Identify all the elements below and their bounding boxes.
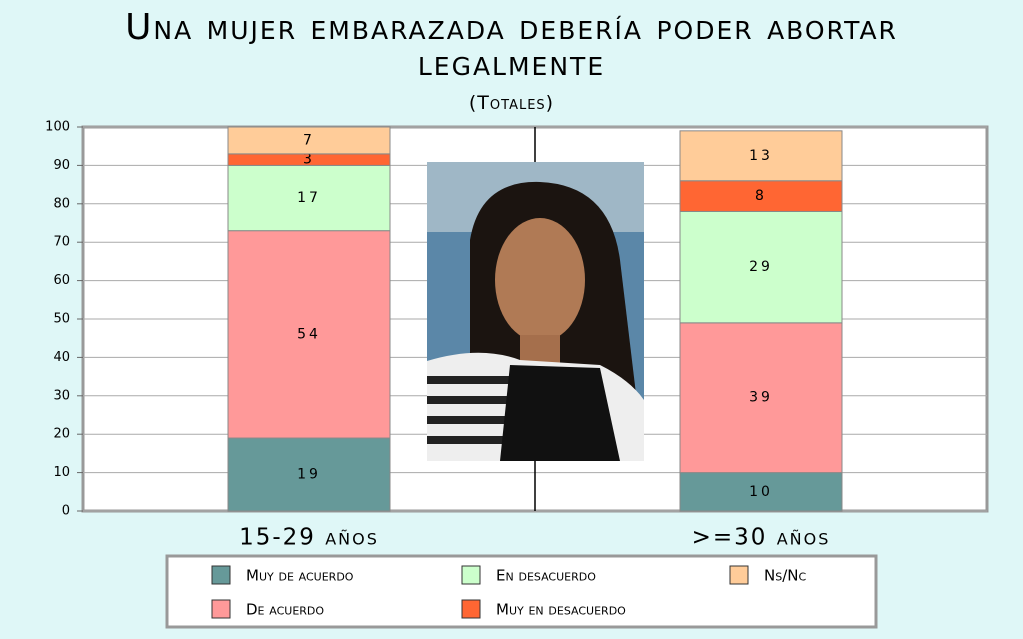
chart-title: Una mujer embarazada debería poder abort… <box>60 10 963 82</box>
data-label: 7 <box>303 132 315 148</box>
data-label: 39 <box>749 390 773 406</box>
y-tick-label: 100 <box>45 120 70 135</box>
photo-face <box>495 218 585 342</box>
legend-swatch <box>730 566 748 584</box>
legend-swatch <box>462 600 480 618</box>
x-tick-label: >=30 años <box>692 525 831 551</box>
legend-label: De acuerdo <box>246 601 324 619</box>
y-tick-label: 40 <box>53 350 70 365</box>
data-label: 29 <box>749 259 773 275</box>
legend-swatch <box>462 566 480 584</box>
photo <box>427 162 644 461</box>
y-tick-label: 90 <box>53 158 70 173</box>
legend-label: Ns/Nc <box>764 567 806 585</box>
data-label: 13 <box>749 148 773 164</box>
data-label: 8 <box>755 188 767 204</box>
page: {"chart_data": {"type": "stacked-bar", "… <box>0 0 1023 639</box>
legend-swatch <box>212 566 230 584</box>
y-tick-label: 20 <box>53 427 70 442</box>
data-label: 19 <box>297 467 321 483</box>
y-tick-label: 70 <box>53 235 70 250</box>
data-label: 10 <box>749 484 773 500</box>
y-tick-label: 10 <box>53 465 70 480</box>
y-tick-label: 60 <box>53 273 70 288</box>
photo-overalls <box>500 365 620 461</box>
y-tick-label: 30 <box>53 388 70 403</box>
legend-label: En desacuerdo <box>496 567 596 585</box>
y-tick-label: 0 <box>62 504 70 519</box>
data-label: 54 <box>297 326 321 342</box>
legend-label: Muy en desacuerdo <box>496 601 626 619</box>
x-tick-label: 15-29 años <box>239 525 379 551</box>
chart-subtitle: (Totales) <box>0 92 1023 114</box>
legend-label: Muy de acuerdo <box>246 567 354 585</box>
data-label: 17 <box>297 190 321 206</box>
y-tick-label: 80 <box>53 196 70 211</box>
legend-swatch <box>212 600 230 618</box>
y-tick-label: 50 <box>53 312 70 327</box>
